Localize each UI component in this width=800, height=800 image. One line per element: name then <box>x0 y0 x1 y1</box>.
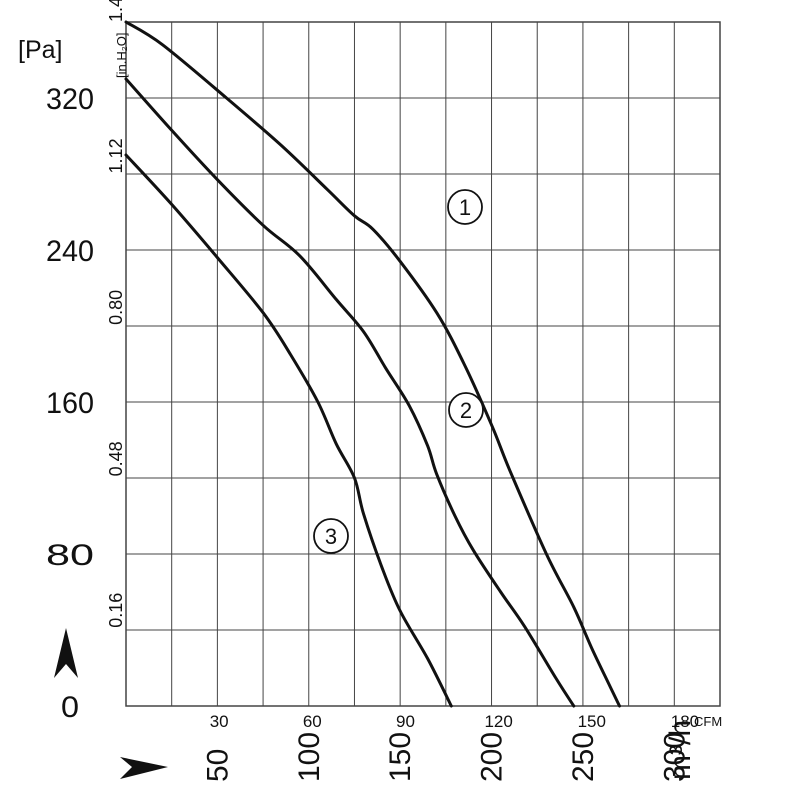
x-tick-label-cfm: 60 <box>303 712 322 731</box>
y-tick-label-pa: 0 <box>61 691 79 724</box>
curve-3 <box>124 153 453 708</box>
curve-label: 2 <box>460 398 472 423</box>
curve-label-circle <box>447 189 483 225</box>
x-tick-label-m3h: 100 <box>293 732 326 782</box>
curve-2 <box>124 77 576 708</box>
y-tick-label-pa: 80 <box>46 539 94 572</box>
curves-layer <box>124 20 621 708</box>
curve-label: 3 <box>325 524 337 549</box>
curve-label: 1 <box>459 195 471 220</box>
curve-label-circle <box>313 518 349 554</box>
x-axis-arrow-icon <box>120 757 168 779</box>
x-tick-label-cfm: 120 <box>484 712 512 731</box>
y-axis-unit-inh2o: [in.H₂O] <box>114 33 129 79</box>
x-tick-label-m3h: 250 <box>567 732 600 782</box>
y-axis-unit-pa: [Pa] <box>18 36 62 64</box>
y-tick-label-inh2o: 0.48 <box>106 441 126 476</box>
x-tick-label-m3h: 200 <box>476 732 509 782</box>
x-tick-label-m3h: 150 <box>384 732 417 782</box>
x-axis-unit-cfm: CFM <box>694 714 722 729</box>
x-tick-label-m3h: 300 <box>658 732 691 782</box>
x-tick-label-cfm: 150 <box>578 712 606 731</box>
chart-grid <box>125 21 721 707</box>
curve-label-circle <box>448 392 484 428</box>
plot-border <box>125 21 721 707</box>
y-tick-label-pa: 240 <box>46 235 94 268</box>
x-tick-label-cfm: 30 <box>210 712 229 731</box>
x-tick-label-m3h: 50 <box>201 749 234 782</box>
y-tick-label-pa: 160 <box>46 387 94 420</box>
x-axis-unit-m3h: m³/h <box>664 720 697 780</box>
y-tick-label-inh2o: 0.16 <box>106 593 126 628</box>
curve-1 <box>124 20 621 708</box>
y-tick-label-inh2o: 0.80 <box>106 290 126 325</box>
y-axis-arrow-icon <box>54 628 78 678</box>
y-tick-label-inh2o: 1.44 <box>106 0 126 22</box>
y-tick-label-inh2o: 1.12 <box>106 138 126 173</box>
x-tick-label-cfm: 180 <box>671 712 699 731</box>
x-tick-label-cfm: 90 <box>396 712 415 731</box>
y-tick-label-pa: 320 <box>46 83 94 116</box>
